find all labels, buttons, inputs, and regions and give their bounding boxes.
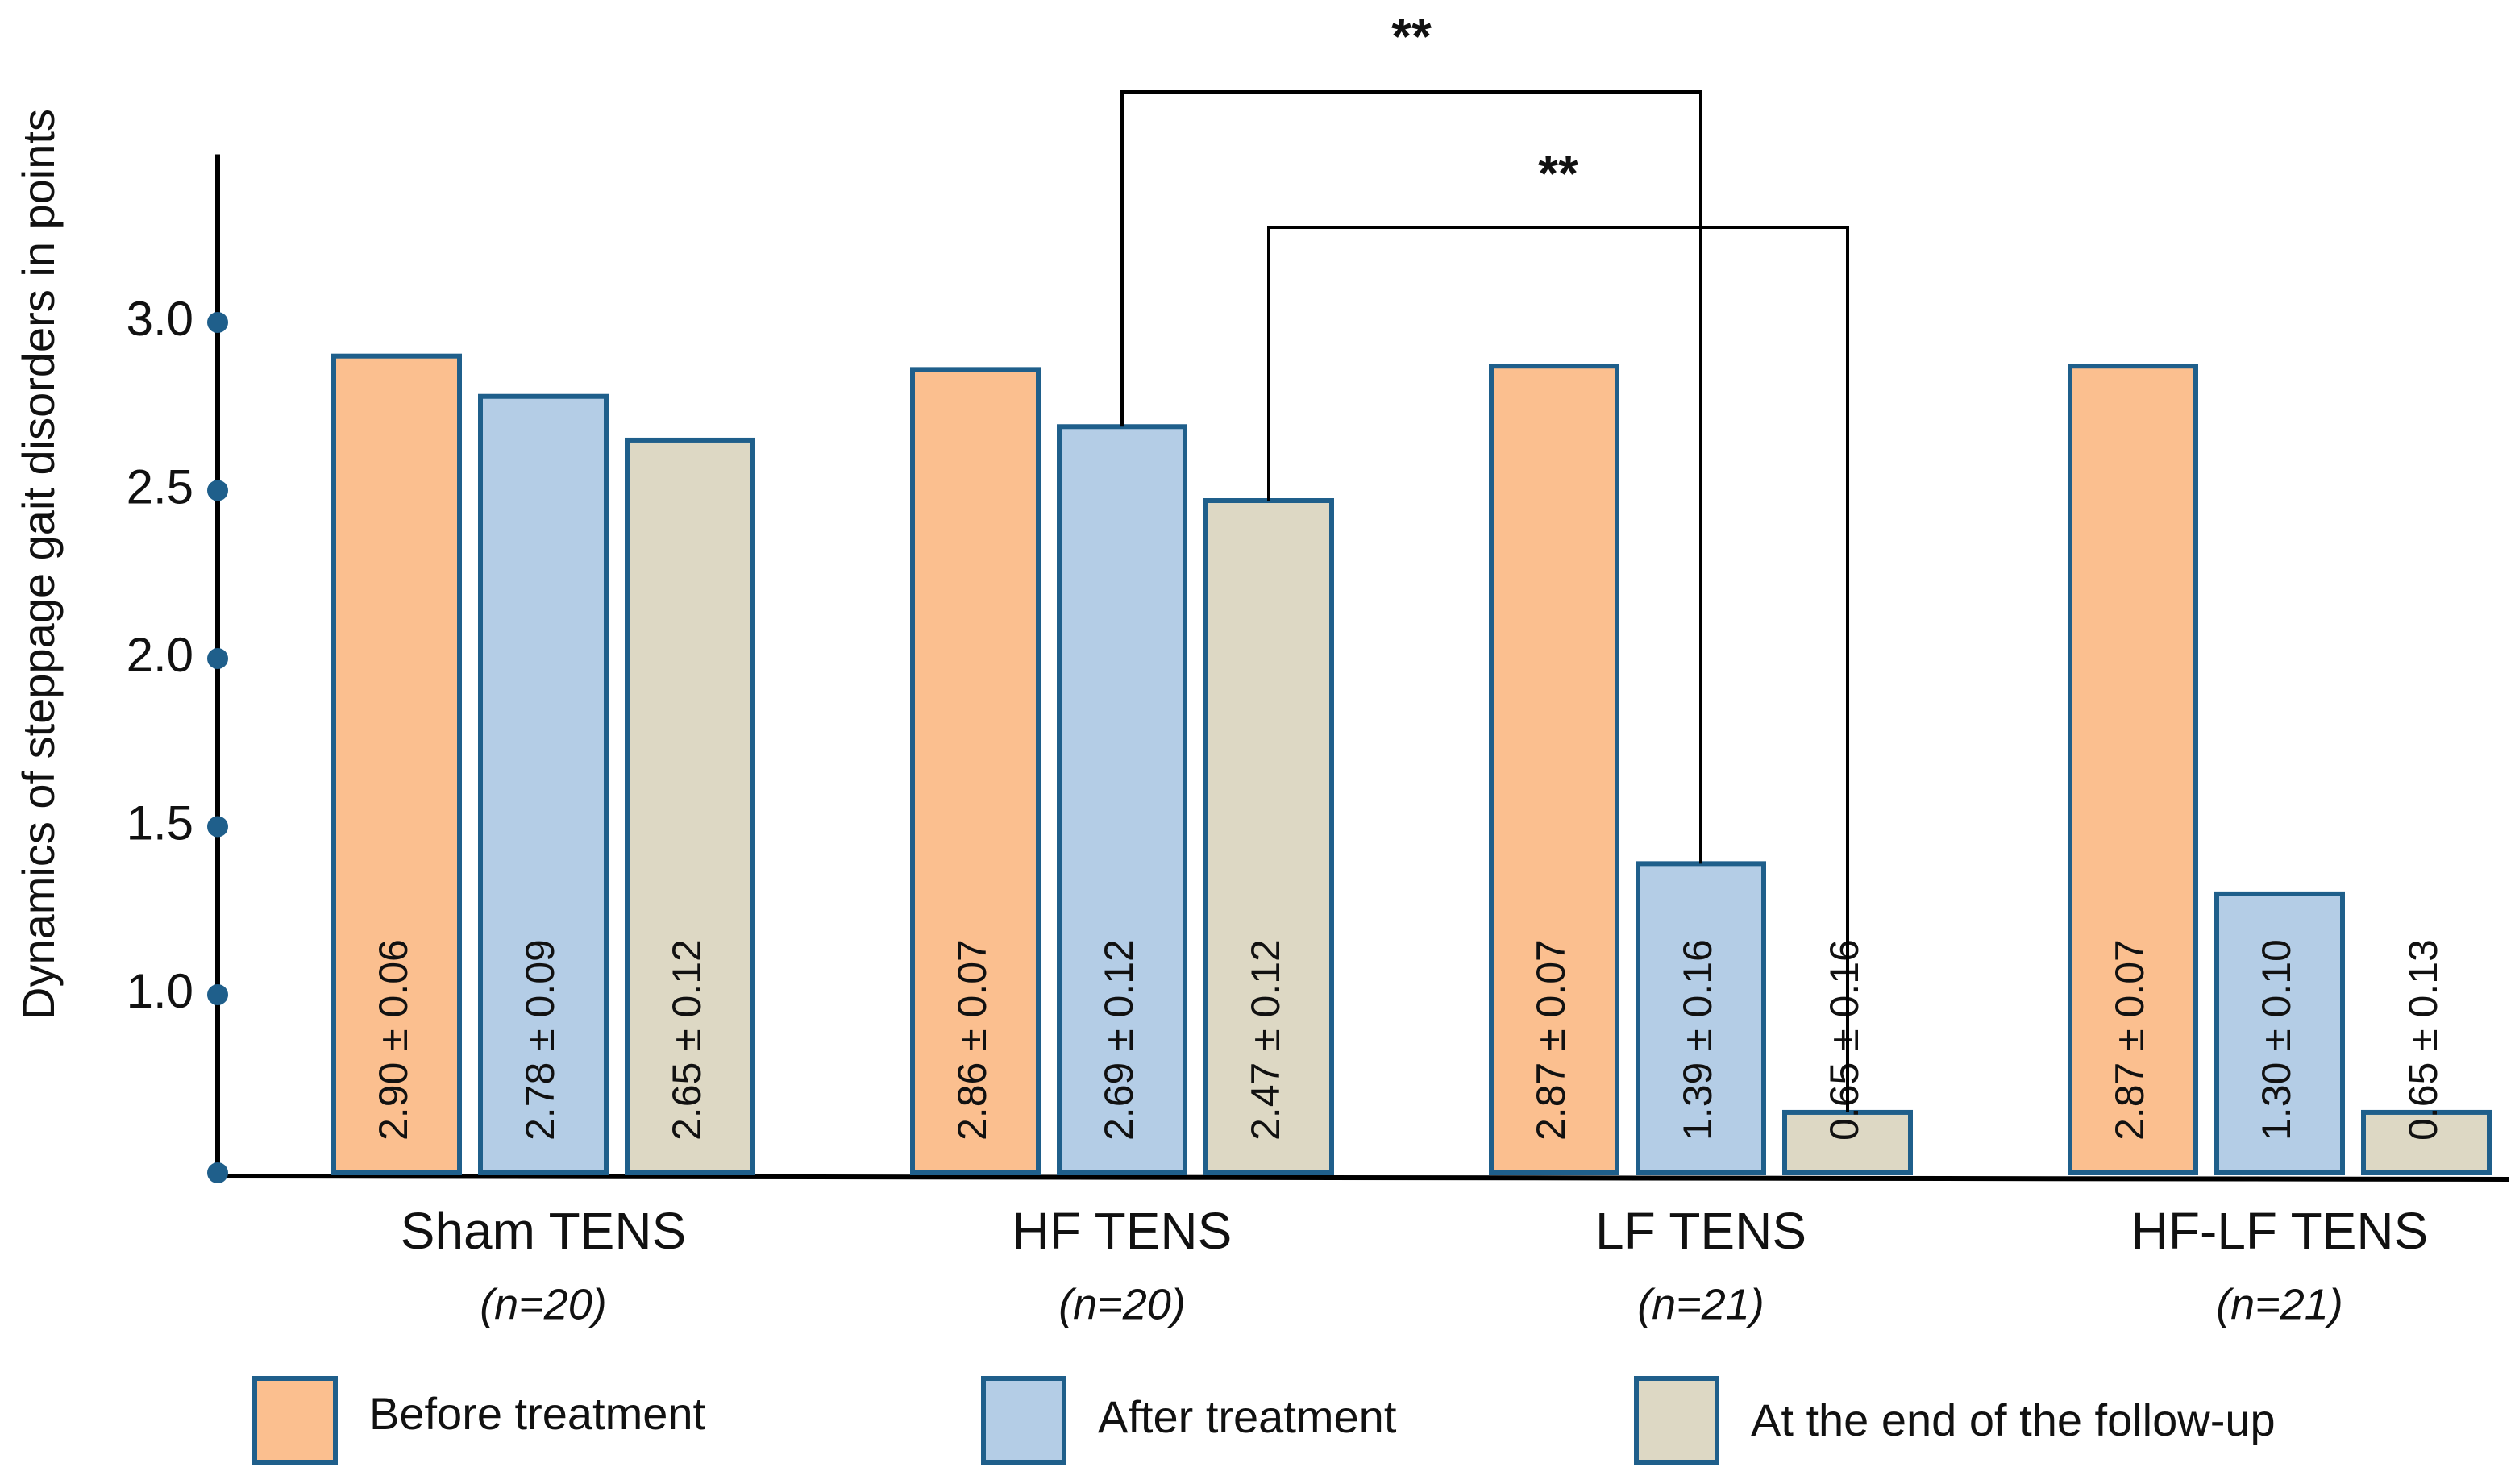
x-tick-label: LF TENS [1595, 1202, 1806, 1260]
axis-dot [207, 1162, 228, 1183]
annotation: ** [1391, 7, 1432, 65]
legend-label: After treatment [1098, 1391, 1397, 1442]
value-label: 2.47 ± 0.12 [1243, 939, 1288, 1141]
bar [2214, 891, 2345, 1175]
value-label: 2.86 ± 0.07 [950, 939, 995, 1141]
sample-size: (n=21) [2216, 1280, 2343, 1328]
y-tick [207, 983, 228, 1005]
value-label: 1.30 ± 0.10 [2254, 939, 2299, 1141]
legend-label: At the end of the follow-up [1751, 1395, 2276, 1445]
y-tick-label: 1.0 [127, 964, 193, 1018]
bar [910, 367, 1041, 1176]
legend-label: Before treatment [369, 1388, 706, 1439]
bar [1782, 1109, 1913, 1175]
bar [2361, 1109, 2492, 1175]
legend-swatch [1634, 1376, 1719, 1465]
bar [478, 393, 609, 1175]
y-tick [207, 480, 228, 501]
y-tick-label: 2.5 [127, 459, 193, 513]
bar [1636, 861, 1766, 1175]
x-axis [217, 1174, 2509, 1182]
sample-size: (n=20) [480, 1280, 607, 1328]
x-tick-label: HF TENS [1012, 1202, 1233, 1260]
legend-swatch [252, 1376, 338, 1465]
bar [1203, 498, 1334, 1175]
value-label: 2.69 ± 0.12 [1096, 939, 1141, 1141]
significance-bracket [1120, 90, 1702, 864]
y-tick [207, 816, 228, 838]
value-label: 2.90 ± 0.06 [371, 939, 416, 1141]
bar [331, 353, 462, 1176]
annotation: ** [1538, 144, 1578, 202]
bar [2068, 364, 2198, 1175]
legend-swatch [981, 1376, 1066, 1465]
value-label: 2.87 ± 0.07 [1528, 939, 1573, 1141]
significance-bracket [1267, 226, 1849, 1112]
value-label: 0.65 ± 0.16 [1822, 939, 1867, 1141]
y-tick-label: 1.5 [127, 796, 193, 850]
y-axis-title: Dynamics of steppage gait disorders in p… [13, 109, 64, 1020]
y-tick [207, 647, 228, 669]
value-label: 1.39 ± 0.16 [1675, 939, 1720, 1141]
y-tick [207, 311, 228, 333]
value-label: 2.87 ± 0.07 [2107, 939, 2152, 1141]
sample-size: (n=20) [1058, 1280, 1186, 1328]
sample-size: (n=21) [1637, 1280, 1765, 1328]
y-tick-label: 3.0 [127, 292, 193, 346]
value-label: 2.78 ± 0.09 [518, 939, 563, 1141]
value-label: 0.65 ± 0.13 [2401, 939, 2446, 1141]
value-label: 2.65 ± 0.12 [664, 939, 709, 1141]
y-tick-label: 2.0 [127, 628, 193, 682]
bar [1489, 364, 1619, 1175]
x-tick-label: HF-LF TENS [2131, 1202, 2429, 1260]
bar [625, 437, 755, 1175]
bar [1057, 424, 1187, 1175]
x-tick-label: Sham TENS [401, 1202, 687, 1260]
